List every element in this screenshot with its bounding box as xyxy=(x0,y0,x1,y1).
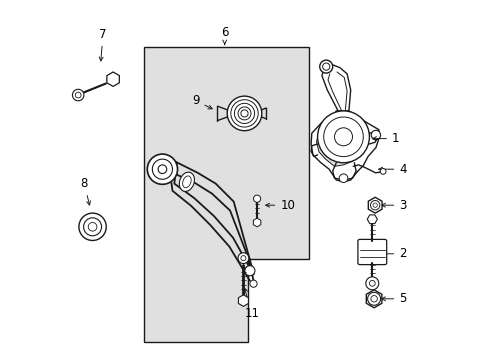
Circle shape xyxy=(79,213,106,240)
Circle shape xyxy=(380,168,385,174)
Polygon shape xyxy=(310,111,379,182)
Text: 5: 5 xyxy=(381,292,406,305)
Circle shape xyxy=(370,201,379,210)
Circle shape xyxy=(253,195,260,202)
Circle shape xyxy=(241,256,245,261)
Ellipse shape xyxy=(179,172,194,192)
Circle shape xyxy=(83,218,102,236)
Polygon shape xyxy=(366,290,381,308)
Circle shape xyxy=(238,107,250,120)
Circle shape xyxy=(75,92,81,98)
Polygon shape xyxy=(366,215,377,224)
Circle shape xyxy=(244,266,254,276)
Polygon shape xyxy=(316,113,365,166)
Polygon shape xyxy=(367,197,381,213)
Circle shape xyxy=(227,96,261,131)
Text: 3: 3 xyxy=(381,199,406,212)
Circle shape xyxy=(339,174,347,183)
Text: 4: 4 xyxy=(378,163,406,176)
Text: 9: 9 xyxy=(192,94,212,109)
Circle shape xyxy=(370,296,377,302)
Circle shape xyxy=(158,165,166,174)
Text: 7: 7 xyxy=(99,28,106,61)
Circle shape xyxy=(72,89,84,101)
Circle shape xyxy=(334,128,352,146)
Polygon shape xyxy=(107,72,119,86)
Circle shape xyxy=(368,280,374,286)
Circle shape xyxy=(323,117,363,157)
Circle shape xyxy=(249,280,257,287)
Circle shape xyxy=(88,222,97,231)
Circle shape xyxy=(322,63,329,70)
Text: 10: 10 xyxy=(265,199,295,212)
Text: 6: 6 xyxy=(221,26,228,45)
Circle shape xyxy=(147,154,177,184)
Circle shape xyxy=(234,103,254,123)
Text: 11: 11 xyxy=(243,288,259,320)
Circle shape xyxy=(230,100,258,127)
Circle shape xyxy=(241,110,247,117)
Text: 8: 8 xyxy=(81,177,90,205)
Circle shape xyxy=(372,203,377,207)
Circle shape xyxy=(317,111,368,163)
Circle shape xyxy=(238,253,248,264)
Circle shape xyxy=(152,159,172,179)
Ellipse shape xyxy=(182,176,191,188)
FancyBboxPatch shape xyxy=(357,239,386,265)
Circle shape xyxy=(365,277,378,290)
Polygon shape xyxy=(143,47,309,342)
Text: 1: 1 xyxy=(372,132,399,145)
Polygon shape xyxy=(253,218,260,227)
Circle shape xyxy=(370,130,380,140)
Text: 2: 2 xyxy=(381,247,406,260)
Polygon shape xyxy=(238,295,248,306)
Circle shape xyxy=(319,60,332,73)
Circle shape xyxy=(367,292,380,305)
